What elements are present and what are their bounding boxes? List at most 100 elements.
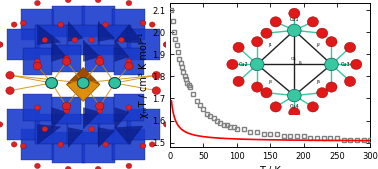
Circle shape bbox=[126, 0, 132, 6]
Polygon shape bbox=[52, 97, 81, 124]
Circle shape bbox=[97, 108, 103, 113]
Polygon shape bbox=[7, 109, 40, 140]
Polygon shape bbox=[68, 128, 83, 148]
Circle shape bbox=[46, 78, 57, 88]
Polygon shape bbox=[82, 132, 115, 163]
Polygon shape bbox=[68, 21, 83, 41]
Circle shape bbox=[109, 78, 121, 88]
Polygon shape bbox=[115, 40, 129, 62]
Circle shape bbox=[20, 20, 26, 26]
Circle shape bbox=[97, 56, 103, 61]
Circle shape bbox=[34, 105, 40, 110]
Circle shape bbox=[11, 22, 17, 27]
Circle shape bbox=[149, 22, 155, 27]
Polygon shape bbox=[112, 9, 146, 40]
Circle shape bbox=[126, 105, 132, 110]
Polygon shape bbox=[52, 132, 85, 163]
Circle shape bbox=[163, 42, 169, 47]
Circle shape bbox=[95, 166, 101, 169]
Polygon shape bbox=[52, 45, 81, 72]
X-axis label: T / K: T / K bbox=[259, 166, 281, 169]
Circle shape bbox=[0, 42, 3, 47]
Polygon shape bbox=[67, 114, 100, 144]
Circle shape bbox=[6, 87, 14, 94]
Polygon shape bbox=[51, 40, 67, 62]
Circle shape bbox=[64, 108, 70, 113]
Circle shape bbox=[77, 78, 89, 88]
Circle shape bbox=[42, 126, 48, 132]
Polygon shape bbox=[51, 107, 67, 129]
Polygon shape bbox=[85, 97, 115, 124]
Circle shape bbox=[34, 163, 40, 169]
Polygon shape bbox=[98, 21, 115, 41]
Polygon shape bbox=[67, 25, 100, 55]
Circle shape bbox=[125, 62, 133, 70]
Circle shape bbox=[0, 122, 3, 127]
Polygon shape bbox=[82, 6, 115, 37]
Circle shape bbox=[163, 122, 169, 127]
Circle shape bbox=[149, 142, 155, 147]
Circle shape bbox=[72, 37, 78, 43]
Circle shape bbox=[58, 142, 64, 147]
Circle shape bbox=[62, 58, 71, 65]
Polygon shape bbox=[83, 40, 100, 62]
Polygon shape bbox=[112, 129, 146, 160]
Circle shape bbox=[103, 22, 108, 27]
Circle shape bbox=[64, 56, 70, 61]
Circle shape bbox=[96, 58, 104, 65]
Circle shape bbox=[95, 0, 101, 3]
Y-axis label: χₘT / cm³ K mol⁻¹: χₘT / cm³ K mol⁻¹ bbox=[139, 32, 149, 118]
Polygon shape bbox=[21, 129, 54, 160]
Polygon shape bbox=[98, 128, 115, 148]
Circle shape bbox=[126, 163, 132, 169]
Polygon shape bbox=[98, 114, 131, 144]
Circle shape bbox=[0, 42, 3, 47]
Circle shape bbox=[152, 71, 161, 79]
Polygon shape bbox=[115, 25, 143, 43]
Circle shape bbox=[152, 87, 161, 94]
Circle shape bbox=[163, 42, 169, 47]
Circle shape bbox=[109, 78, 121, 88]
Circle shape bbox=[42, 37, 48, 43]
Polygon shape bbox=[98, 25, 131, 55]
Circle shape bbox=[11, 142, 17, 147]
Circle shape bbox=[6, 71, 14, 79]
Polygon shape bbox=[114, 94, 144, 121]
Polygon shape bbox=[67, 68, 100, 84]
Polygon shape bbox=[23, 48, 52, 75]
Circle shape bbox=[103, 142, 108, 147]
Polygon shape bbox=[7, 29, 40, 60]
Circle shape bbox=[20, 143, 26, 149]
Circle shape bbox=[62, 102, 71, 110]
Polygon shape bbox=[23, 94, 52, 121]
Polygon shape bbox=[37, 25, 61, 45]
Circle shape bbox=[65, 0, 71, 3]
Circle shape bbox=[140, 20, 146, 26]
Polygon shape bbox=[127, 29, 160, 60]
Polygon shape bbox=[114, 48, 144, 75]
Circle shape bbox=[33, 62, 42, 70]
Polygon shape bbox=[35, 114, 68, 144]
Circle shape bbox=[88, 37, 94, 43]
Polygon shape bbox=[35, 25, 68, 55]
Polygon shape bbox=[115, 126, 143, 144]
Polygon shape bbox=[52, 6, 85, 37]
Circle shape bbox=[96, 102, 104, 110]
Circle shape bbox=[77, 78, 89, 88]
Circle shape bbox=[65, 166, 71, 169]
Circle shape bbox=[46, 78, 57, 88]
Polygon shape bbox=[83, 107, 100, 129]
Polygon shape bbox=[67, 68, 100, 101]
Polygon shape bbox=[37, 124, 61, 144]
Circle shape bbox=[58, 22, 64, 27]
Polygon shape bbox=[85, 45, 115, 72]
Circle shape bbox=[88, 126, 94, 132]
Polygon shape bbox=[127, 109, 160, 140]
Polygon shape bbox=[115, 107, 129, 129]
Circle shape bbox=[34, 59, 40, 64]
Polygon shape bbox=[21, 9, 54, 40]
Circle shape bbox=[118, 37, 124, 43]
Circle shape bbox=[126, 59, 132, 64]
Circle shape bbox=[140, 143, 146, 149]
Circle shape bbox=[34, 0, 40, 6]
